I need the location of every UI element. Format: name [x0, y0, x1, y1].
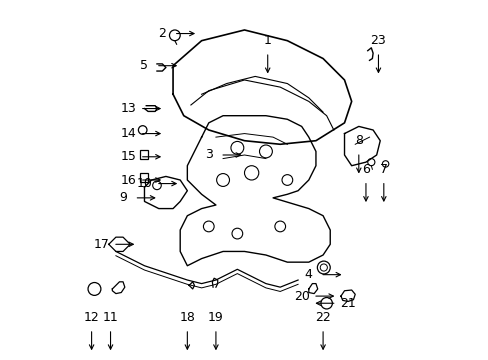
Text: 16: 16: [120, 174, 136, 186]
Text: 7: 7: [379, 163, 387, 176]
Text: 19: 19: [207, 311, 224, 324]
FancyBboxPatch shape: [140, 173, 148, 182]
Text: 20: 20: [293, 289, 309, 303]
Text: 18: 18: [179, 311, 195, 324]
Text: 22: 22: [315, 311, 330, 324]
FancyBboxPatch shape: [140, 150, 148, 158]
Text: 4: 4: [304, 268, 312, 281]
Text: 13: 13: [120, 102, 136, 115]
Text: 9: 9: [119, 192, 127, 204]
Text: 6: 6: [361, 163, 369, 176]
Text: 14: 14: [120, 127, 136, 140]
Text: 23: 23: [370, 34, 386, 47]
Text: 11: 11: [102, 311, 118, 324]
Text: 15: 15: [120, 150, 136, 163]
Text: 17: 17: [94, 238, 109, 251]
Text: 5: 5: [140, 59, 148, 72]
Text: 12: 12: [83, 311, 99, 324]
Text: 2: 2: [158, 27, 166, 40]
Text: 1: 1: [263, 34, 271, 47]
Text: 21: 21: [340, 297, 355, 310]
Text: 3: 3: [204, 148, 212, 162]
Text: 10: 10: [136, 177, 152, 190]
Text: 8: 8: [354, 134, 362, 147]
